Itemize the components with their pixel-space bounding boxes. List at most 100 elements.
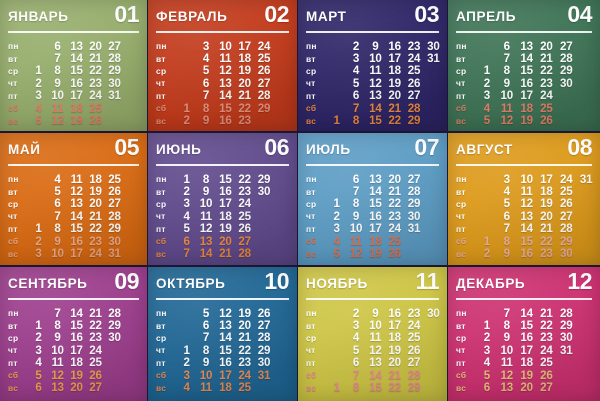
- day-cell[interactable]: 11: [369, 331, 382, 345]
- day-cell[interactable]: 23: [388, 209, 401, 223]
- day-cell[interactable]: 4: [35, 101, 42, 115]
- day-cell[interactable]: 9: [202, 356, 210, 370]
- day-cell[interactable]: 26: [388, 247, 401, 261]
- day-cell[interactable]: 20: [89, 197, 102, 211]
- day-cell[interactable]: 8: [54, 319, 61, 333]
- day-cell[interactable]: 1: [183, 343, 190, 357]
- day-cell[interactable]: 27: [108, 197, 121, 211]
- day-cell[interactable]: 1: [35, 222, 42, 236]
- day-cell[interactable]: 27: [407, 89, 421, 103]
- day-cell[interactable]: 15: [520, 234, 533, 248]
- day-cell[interactable]: 14: [199, 247, 213, 261]
- day-cell[interactable]: 26: [407, 76, 421, 90]
- day-cell[interactable]: 24: [388, 222, 401, 236]
- day-cell[interactable]: 27: [559, 209, 573, 223]
- day-cell[interactable]: 24: [559, 172, 573, 186]
- day-cell[interactable]: 28: [108, 209, 121, 223]
- day-cell[interactable]: 17: [520, 343, 533, 357]
- day-cell[interactable]: 26: [257, 306, 271, 320]
- day-cell[interactable]: 19: [238, 64, 251, 78]
- day-cell[interactable]: 30: [407, 209, 421, 223]
- day-cell[interactable]: 13: [219, 319, 232, 333]
- day-cell[interactable]: 17: [520, 89, 533, 103]
- day-cell[interactable]: 27: [407, 172, 421, 186]
- day-cell[interactable]: 17: [540, 172, 553, 186]
- day-cell[interactable]: 17: [70, 89, 83, 103]
- day-cell[interactable]: 28: [108, 52, 121, 66]
- day-cell[interactable]: 22: [89, 222, 102, 236]
- day-cell[interactable]: 22: [388, 381, 401, 395]
- day-cell[interactable]: 11: [500, 356, 513, 370]
- day-cell[interactable]: 18: [520, 101, 533, 115]
- day-cell[interactable]: 23: [540, 76, 553, 90]
- month-panel-02[interactable]: ФЕВРАЛЬ 02 пн 3 10 17 24 вт 4 11 18 25 ср 5 12 19 26 чт 6 1…: [148, 0, 297, 131]
- day-cell[interactable]: 18: [238, 52, 251, 66]
- day-cell[interactable]: 17: [388, 319, 401, 333]
- day-cell[interactable]: 22: [238, 343, 251, 357]
- day-cell[interactable]: 25: [238, 381, 251, 395]
- day-cell[interactable]: 28: [559, 306, 573, 320]
- day-cell[interactable]: 23: [89, 76, 102, 90]
- day-cell[interactable]: 16: [520, 247, 533, 261]
- day-cell[interactable]: 14: [70, 306, 83, 320]
- day-cell[interactable]: 7: [54, 306, 61, 320]
- day-cell[interactable]: 3: [35, 247, 42, 261]
- day-cell[interactable]: 27: [257, 76, 271, 90]
- day-cell[interactable]: 16: [388, 39, 401, 53]
- day-cell[interactable]: 24: [238, 368, 251, 382]
- day-cell[interactable]: 18: [388, 64, 401, 78]
- day-cell[interactable]: 28: [257, 331, 271, 345]
- day-cell[interactable]: 29: [559, 64, 573, 78]
- day-cell[interactable]: 13: [369, 356, 382, 370]
- day-cell[interactable]: 28: [257, 89, 271, 103]
- day-cell[interactable]: 10: [199, 197, 213, 211]
- day-cell[interactable]: 11: [350, 234, 362, 248]
- day-cell[interactable]: 23: [238, 114, 251, 128]
- day-cell[interactable]: 11: [200, 209, 212, 223]
- day-cell[interactable]: 21: [388, 101, 401, 115]
- day-cell[interactable]: 21: [540, 222, 553, 236]
- day-cell[interactable]: 14: [369, 185, 382, 199]
- day-cell[interactable]: 30: [257, 185, 271, 199]
- day-cell[interactable]: 14: [520, 306, 533, 320]
- day-cell[interactable]: 5: [483, 114, 491, 128]
- day-cell[interactable]: 19: [388, 343, 401, 357]
- day-cell[interactable]: 7: [183, 247, 190, 261]
- day-cell[interactable]: 8: [503, 234, 510, 248]
- day-cell[interactable]: 2: [35, 76, 42, 90]
- day-cell[interactable]: 30: [559, 331, 573, 345]
- day-cell[interactable]: 22: [540, 234, 553, 248]
- day-cell[interactable]: 17: [238, 39, 251, 53]
- day-cell[interactable]: 28: [407, 368, 421, 382]
- day-cell[interactable]: 17: [219, 197, 232, 211]
- day-cell[interactable]: 12: [219, 64, 232, 78]
- day-cell[interactable]: 8: [54, 64, 61, 78]
- day-cell[interactable]: 10: [219, 39, 232, 53]
- day-cell[interactable]: 27: [89, 381, 102, 395]
- day-cell[interactable]: 30: [427, 306, 440, 320]
- day-cell[interactable]: 16: [70, 234, 83, 248]
- day-cell[interactable]: 31: [257, 368, 271, 382]
- day-cell[interactable]: 5: [35, 114, 42, 128]
- day-cell[interactable]: 6: [483, 381, 491, 395]
- day-cell[interactable]: 19: [238, 306, 251, 320]
- day-cell[interactable]: 7: [352, 368, 360, 382]
- day-cell[interactable]: 1: [35, 319, 42, 333]
- day-cell[interactable]: 13: [369, 89, 382, 103]
- day-cell[interactable]: 5: [35, 368, 42, 382]
- day-cell[interactable]: 10: [349, 222, 363, 236]
- day-cell[interactable]: 16: [369, 209, 382, 223]
- day-cell[interactable]: 13: [70, 197, 83, 211]
- day-cell[interactable]: 16: [219, 114, 232, 128]
- day-cell[interactable]: 21: [89, 52, 102, 66]
- day-cell[interactable]: 17: [388, 52, 401, 66]
- day-cell[interactable]: 3: [202, 39, 210, 53]
- day-cell[interactable]: 8: [202, 101, 210, 115]
- day-cell[interactable]: 10: [369, 319, 382, 333]
- day-cell[interactable]: 28: [238, 247, 251, 261]
- day-cell[interactable]: 3: [183, 368, 190, 382]
- day-cell[interactable]: 3: [183, 197, 190, 211]
- day-cell[interactable]: 10: [51, 247, 64, 261]
- day-cell[interactable]: 30: [427, 39, 440, 53]
- day-cell[interactable]: 7: [503, 222, 510, 236]
